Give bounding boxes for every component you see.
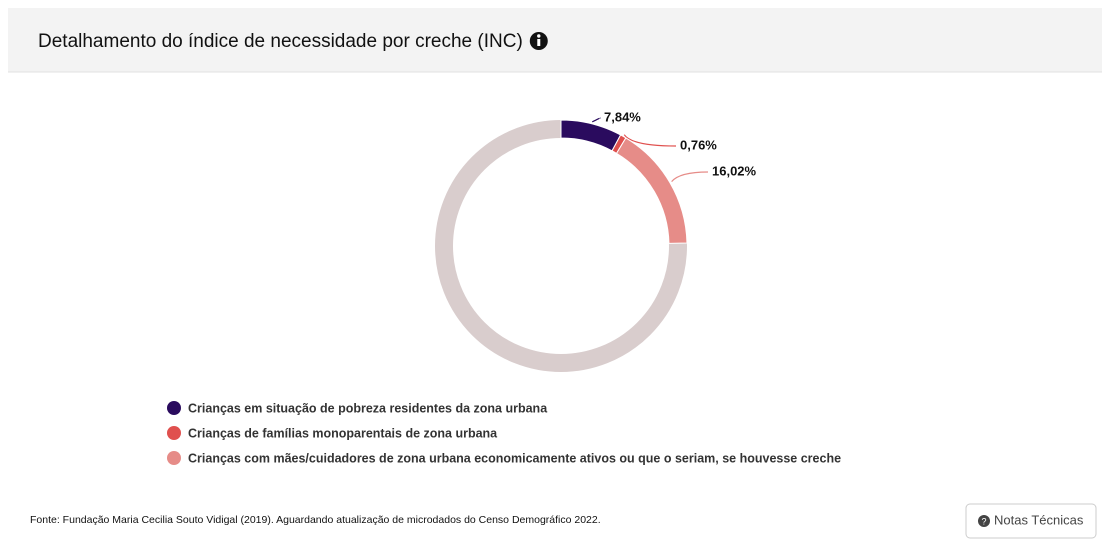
legend-marker bbox=[167, 451, 181, 465]
legend-marker bbox=[167, 401, 181, 415]
leader-line bbox=[671, 171, 709, 183]
button-icon bbox=[978, 515, 990, 527]
chart-title: Detalhamento do índice de necessidade po… bbox=[38, 31, 523, 52]
data-label: 7,84% bbox=[604, 109, 641, 124]
source: Fonte: Fundação Maria Cecilia Souto Vidi… bbox=[30, 514, 601, 526]
legend-label: Crianças em situação de pobreza resident… bbox=[188, 401, 548, 415]
button-icon-mark: ? bbox=[981, 516, 986, 526]
legend-label: Crianças com mães/cuidadores de zona urb… bbox=[188, 451, 841, 465]
button-bg[interactable] bbox=[965, 503, 1097, 539]
data-label: 16,02% bbox=[712, 163, 757, 178]
info-icon[interactable] bbox=[529, 32, 548, 50]
info-dot bbox=[537, 34, 541, 38]
donut-segment bbox=[615, 137, 688, 244]
card-header bbox=[8, 8, 1102, 72]
legend-marker bbox=[167, 426, 181, 440]
legend-label: Crianças de famílias monoparentais de zo… bbox=[188, 426, 498, 440]
info-bar bbox=[537, 39, 541, 46]
data-label: 0,76% bbox=[680, 137, 717, 152]
button-label[interactable]: Notas Técnicas bbox=[994, 512, 1084, 527]
notes-button[interactable]: ? Notas Técnicas bbox=[965, 503, 1097, 539]
leader-line bbox=[623, 134, 677, 147]
